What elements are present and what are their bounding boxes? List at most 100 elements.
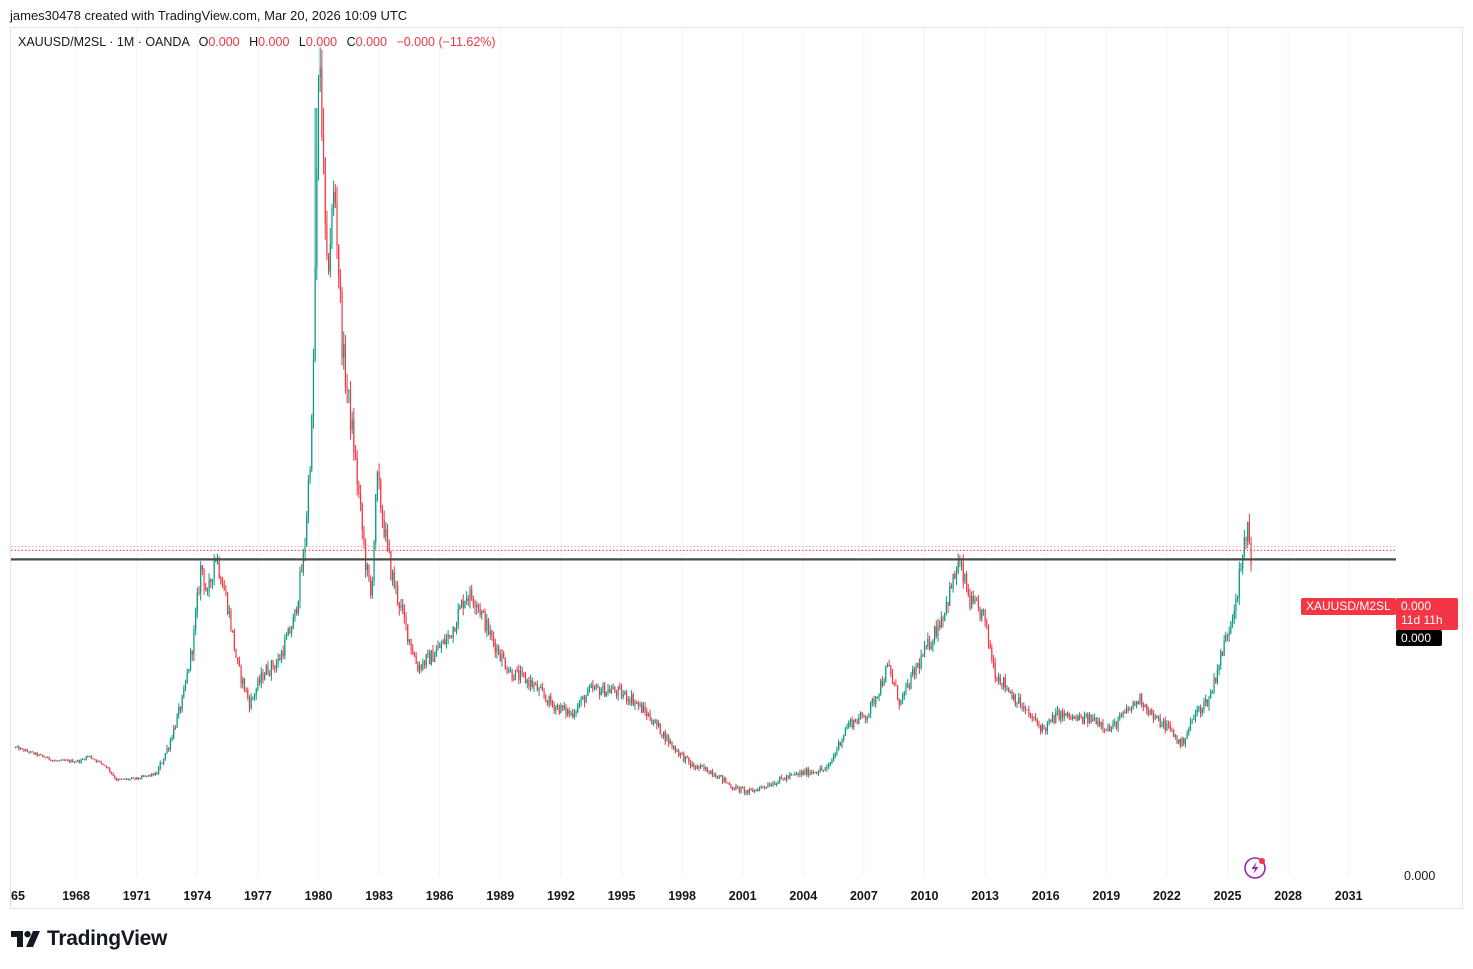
candle bbox=[1176, 735, 1178, 744]
candle bbox=[100, 761, 102, 765]
candle bbox=[366, 562, 368, 577]
candle bbox=[641, 701, 643, 714]
candle-body bbox=[1144, 704, 1146, 708]
candle-body bbox=[149, 774, 151, 776]
candle bbox=[1157, 715, 1160, 722]
candle bbox=[1070, 714, 1072, 721]
candle bbox=[1019, 693, 1022, 709]
candle bbox=[1196, 705, 1198, 717]
candle-body bbox=[1024, 706, 1027, 710]
candle-body bbox=[1173, 729, 1175, 737]
candle bbox=[868, 713, 870, 718]
candle bbox=[1122, 710, 1124, 719]
candle bbox=[237, 657, 239, 665]
candle bbox=[316, 107, 318, 281]
candle-body bbox=[1018, 697, 1020, 704]
last-price-tag: 0.000 11d 11h bbox=[1396, 598, 1458, 630]
candle bbox=[33, 751, 35, 755]
candle-body bbox=[383, 519, 385, 537]
candle bbox=[163, 758, 165, 766]
tradingview-logo[interactable]: TradingView bbox=[11, 927, 167, 950]
candle bbox=[610, 684, 612, 695]
x-tick-label: 1989 bbox=[486, 889, 514, 903]
candle-body bbox=[1011, 691, 1013, 700]
candle-body bbox=[513, 679, 515, 681]
chart-frame bbox=[10, 27, 1463, 909]
candle-body bbox=[955, 572, 958, 579]
candle bbox=[333, 180, 335, 216]
candle bbox=[693, 762, 695, 770]
candle-body bbox=[104, 764, 106, 766]
candle-body bbox=[322, 135, 325, 158]
candle bbox=[427, 649, 429, 659]
candle bbox=[238, 656, 240, 667]
x-tick-label: 1968 bbox=[62, 889, 90, 903]
candle bbox=[558, 704, 560, 715]
close-value: 0.000 bbox=[355, 35, 387, 49]
candle-body bbox=[159, 762, 161, 769]
candle-body bbox=[359, 493, 362, 504]
candle bbox=[976, 596, 978, 602]
candle bbox=[913, 666, 915, 680]
candle bbox=[647, 712, 650, 717]
candle bbox=[208, 573, 210, 598]
candle-body bbox=[423, 661, 426, 666]
candle bbox=[553, 701, 555, 714]
candle-body bbox=[78, 760, 81, 763]
candle bbox=[1033, 715, 1035, 721]
candle bbox=[590, 682, 592, 689]
candle bbox=[915, 662, 917, 679]
candle bbox=[28, 751, 30, 754]
candle bbox=[1250, 536, 1252, 572]
candle-body bbox=[491, 631, 493, 637]
candle bbox=[780, 774, 783, 780]
candle-body bbox=[1061, 710, 1064, 718]
candle bbox=[220, 575, 222, 585]
candle bbox=[115, 777, 118, 782]
symbol-title: XAUUSD/M2SL · 1M · OANDA bbox=[18, 35, 190, 49]
candle-body bbox=[907, 684, 909, 686]
lightning-icon[interactable] bbox=[1244, 857, 1266, 879]
candle bbox=[713, 772, 715, 778]
candle-body bbox=[1191, 719, 1193, 722]
candle bbox=[740, 786, 742, 794]
candle-body bbox=[858, 718, 860, 724]
candle bbox=[457, 603, 459, 630]
candle bbox=[701, 764, 703, 767]
candle bbox=[151, 772, 153, 778]
candle-body bbox=[757, 789, 759, 792]
candle bbox=[307, 475, 309, 524]
candle bbox=[785, 774, 788, 783]
candle bbox=[561, 704, 564, 712]
candle bbox=[129, 778, 131, 781]
candle bbox=[1147, 706, 1149, 717]
candle bbox=[85, 755, 87, 761]
candle bbox=[937, 618, 939, 642]
symbol-legend[interactable]: XAUUSD/M2SL · 1M · OANDA O0.000 H0.000 L… bbox=[18, 35, 496, 49]
candle bbox=[489, 624, 491, 640]
candle bbox=[1231, 614, 1234, 628]
candle-body bbox=[918, 663, 921, 669]
candle-body bbox=[1087, 714, 1089, 723]
candle-body bbox=[425, 654, 427, 666]
candle bbox=[977, 595, 979, 612]
candle bbox=[664, 729, 666, 745]
candle bbox=[964, 573, 966, 584]
candle bbox=[779, 776, 781, 784]
candle bbox=[853, 719, 855, 731]
candle-body bbox=[599, 687, 601, 696]
candle-body bbox=[646, 711, 648, 717]
candle bbox=[622, 689, 624, 700]
candle-body bbox=[1167, 723, 1170, 726]
candle-body bbox=[769, 784, 771, 787]
candle-body bbox=[939, 625, 941, 628]
candle-body bbox=[412, 649, 414, 655]
candle bbox=[1036, 717, 1038, 727]
candle-body bbox=[578, 703, 581, 706]
candle-body bbox=[144, 775, 146, 777]
candle-body bbox=[1107, 726, 1109, 731]
candle bbox=[299, 566, 301, 609]
candle bbox=[888, 659, 890, 667]
candle-body bbox=[1063, 712, 1065, 718]
